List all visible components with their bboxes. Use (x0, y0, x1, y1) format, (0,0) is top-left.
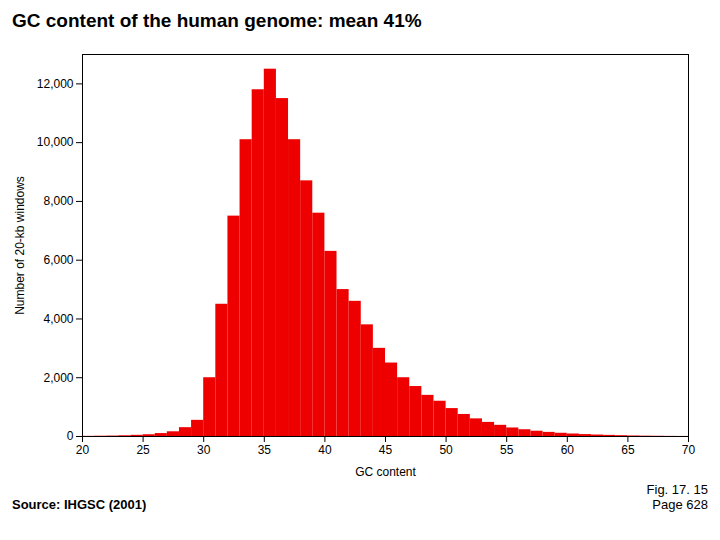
html-text:Source: IHGSC (2001): Source: IHGSC (2001) (12, 497, 147, 512)
svg-text:50: 50 (439, 443, 453, 457)
svg-text:65: 65 (621, 443, 635, 457)
svg-text:10,000: 10,000 (37, 135, 74, 149)
svg-text:12,000: 12,000 (37, 77, 74, 91)
svg-text:Number of 20-kb windows: Number of 20-kb windows (13, 176, 27, 315)
svg-text:2,000: 2,000 (43, 371, 73, 385)
svg-text:6,000: 6,000 (43, 253, 73, 267)
svg-text:25: 25 (136, 443, 150, 457)
svg-text:45: 45 (379, 443, 393, 457)
svg-text:30: 30 (197, 443, 211, 457)
svg-text:0: 0 (67, 429, 74, 443)
svg-text:35: 35 (258, 443, 272, 457)
svg-text:70: 70 (682, 443, 696, 457)
svg-text:60: 60 (561, 443, 575, 457)
svg-text:4,000: 4,000 (43, 312, 73, 326)
html-text:Fig. 17. 15 Page 628: Fig. 17. 15 Page 628 (646, 482, 708, 512)
svg-text:55: 55 (500, 443, 514, 457)
svg-text:8,000: 8,000 (43, 194, 73, 208)
html-text:GC content of the human genome: GC content of the human genome: mean 41% (12, 10, 422, 31)
svg-text:40: 40 (318, 443, 332, 457)
svg-text:GC content: GC content (355, 465, 416, 479)
svg-text:20: 20 (76, 443, 90, 457)
